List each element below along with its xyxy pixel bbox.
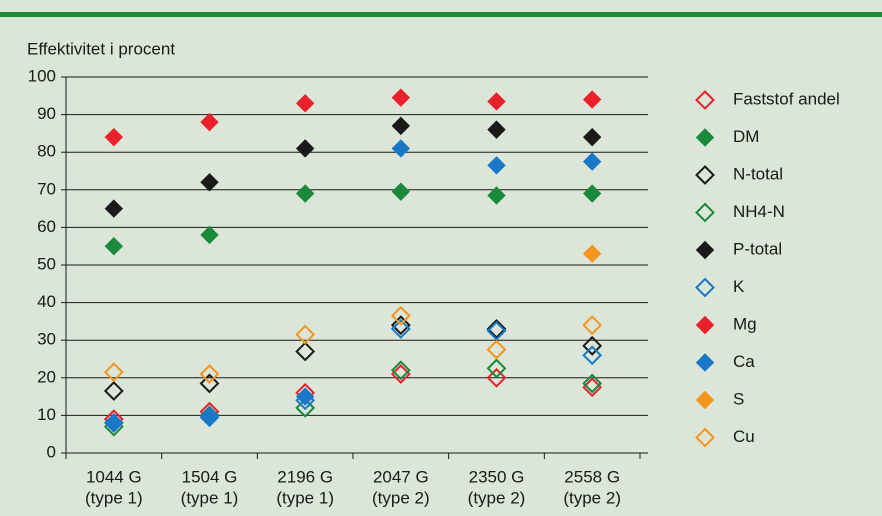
data-point [390, 319, 411, 339]
data-point [390, 315, 411, 336]
data-point [486, 319, 507, 339]
data-point [486, 320, 507, 341]
y-tick-label: 90 [37, 104, 56, 123]
x-tick-label: (type 2) [563, 488, 621, 507]
x-tick-label: (type 1) [181, 488, 239, 507]
data-point [295, 387, 315, 406]
data-point [391, 139, 411, 158]
x-tick-label: (type 2) [372, 488, 430, 507]
y-tick-label: 70 [37, 179, 56, 198]
data-point [487, 186, 506, 205]
data-point [582, 335, 603, 356]
x-tick-label: 1504 G [182, 467, 238, 486]
data-point [200, 225, 219, 245]
x-tick-label: (type 2) [468, 488, 526, 507]
legend-label: Faststof andel [733, 89, 840, 108]
data-point [104, 236, 124, 256]
data-point [200, 112, 219, 132]
x-tick-label: 2350 G [469, 467, 525, 486]
legend-label: K [733, 277, 745, 296]
data-point [390, 305, 411, 326]
data-point [390, 364, 411, 384]
x-tick-label: (type 1) [276, 488, 334, 507]
data-point [104, 413, 124, 433]
data-point [390, 360, 411, 381]
data-point [391, 182, 411, 201]
data-point [295, 341, 316, 362]
legend-marker [695, 202, 715, 223]
data-point [486, 358, 507, 379]
data-point [487, 156, 506, 175]
data-point [487, 120, 506, 139]
y-tick-label: 30 [37, 330, 56, 349]
legend-label: Ca [733, 352, 755, 371]
data-point [200, 173, 219, 192]
legend-marker [695, 128, 715, 147]
data-point [104, 199, 124, 218]
data-point [295, 139, 315, 158]
legend-label: Mg [733, 314, 757, 333]
data-point [582, 127, 602, 147]
y-tick-label: 40 [37, 292, 56, 311]
y-tick-label: 100 [28, 66, 56, 85]
y-tick-label: 10 [37, 405, 56, 424]
legend-marker [695, 277, 715, 298]
data-point [486, 367, 507, 388]
data-point [103, 362, 124, 383]
y-axis-label: Effektivitet i procent [27, 39, 175, 58]
legend-label: NH4-N [733, 202, 785, 221]
data-point [295, 397, 316, 418]
data-point [104, 127, 124, 147]
data-point [582, 184, 602, 203]
legend-label: N-total [733, 164, 783, 183]
data-point [391, 88, 411, 107]
data-point [582, 373, 603, 394]
legend-marker [695, 390, 715, 410]
y-tick-label: 60 [37, 217, 56, 236]
x-tick-label: 2558 G [564, 467, 620, 486]
y-tick-label: 20 [37, 367, 56, 386]
legend-marker [695, 427, 715, 448]
data-point [486, 339, 507, 360]
data-point [582, 244, 602, 263]
legend-marker [695, 165, 715, 185]
data-point [295, 324, 316, 345]
legend-label: P-total [733, 239, 782, 258]
data-point [199, 364, 220, 384]
legend-label: S [733, 389, 744, 408]
data-point [103, 381, 124, 401]
data-point [582, 315, 603, 336]
legend-label: DM [733, 127, 759, 146]
data-point [582, 90, 602, 109]
legend-label: Cu [733, 427, 755, 446]
data-point [295, 94, 315, 113]
data-point [199, 373, 220, 394]
legend-marker [695, 240, 715, 260]
legend-marker [695, 315, 715, 335]
x-tick-label: 1044 G [86, 467, 142, 486]
x-tick-label: 2047 G [373, 467, 429, 486]
data-point [582, 377, 603, 398]
legend-marker [695, 353, 715, 372]
data-point [582, 345, 603, 366]
y-tick-label: 0 [47, 442, 56, 461]
data-point [200, 406, 219, 425]
data-point [582, 152, 602, 171]
x-tick-label: 2196 G [277, 467, 333, 486]
y-tick-label: 50 [37, 254, 56, 273]
data-point [295, 184, 315, 203]
y-tick-label: 80 [37, 142, 56, 161]
data-point [391, 116, 411, 136]
legend-marker [695, 90, 715, 110]
x-tick-label: (type 1) [85, 488, 143, 507]
top-bar [0, 12, 882, 17]
data-point [487, 92, 506, 111]
